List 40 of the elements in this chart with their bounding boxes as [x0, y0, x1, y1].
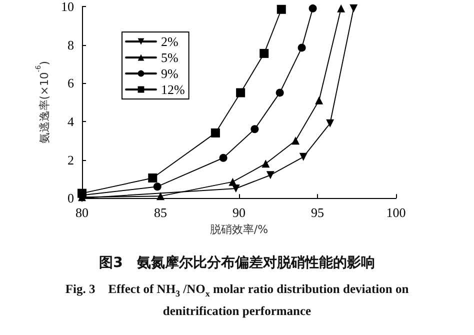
point — [260, 48, 269, 58]
point — [299, 152, 308, 161]
y-tick-label: 6 — [68, 76, 74, 91]
point — [156, 192, 164, 200]
y-tick-label: 4 — [68, 114, 74, 129]
point — [276, 4, 286, 14]
x-tick-label: 100 — [386, 205, 406, 220]
x-tick-label: 95 — [311, 205, 324, 220]
x-tick-label: 80 — [76, 205, 88, 220]
x-axis-title: 脱硝效率/% — [210, 223, 268, 236]
point — [250, 125, 259, 134]
point — [308, 4, 317, 12]
point — [210, 128, 220, 138]
point — [337, 4, 346, 12]
point — [153, 182, 162, 191]
legend-label: 2% — [161, 34, 178, 49]
point — [228, 178, 237, 186]
point — [148, 173, 158, 182]
y-tick-label: 0 — [68, 190, 74, 206]
point — [350, 4, 358, 12]
point — [262, 160, 270, 168]
point — [219, 154, 228, 162]
point — [266, 171, 274, 180]
point — [276, 88, 284, 97]
point — [326, 119, 334, 128]
point — [78, 188, 86, 198]
point — [298, 44, 306, 52]
text: 图3 氨氮摩尔比分布偏差对脱硝性能的影响 — [98, 254, 376, 272]
x-tick-label: 85 — [154, 205, 167, 220]
y-tick-label: 10 — [61, 0, 74, 14]
legend-label: 9% — [161, 66, 178, 81]
x-tick-label: 90 — [232, 205, 246, 220]
y-tick-label: 2 — [68, 152, 74, 168]
legend-label: 5% — [161, 50, 178, 65]
legend-label: 12% — [161, 82, 185, 97]
text: Fig. 3 Effect of NH$_{3}$ /NO$_{x}$ molar ratio distribution deviation on denitrification performance — [64, 281, 410, 320]
point — [236, 88, 246, 98]
y-tick-label: 8 — [68, 37, 74, 52]
point — [315, 96, 324, 104]
point — [292, 136, 300, 145]
